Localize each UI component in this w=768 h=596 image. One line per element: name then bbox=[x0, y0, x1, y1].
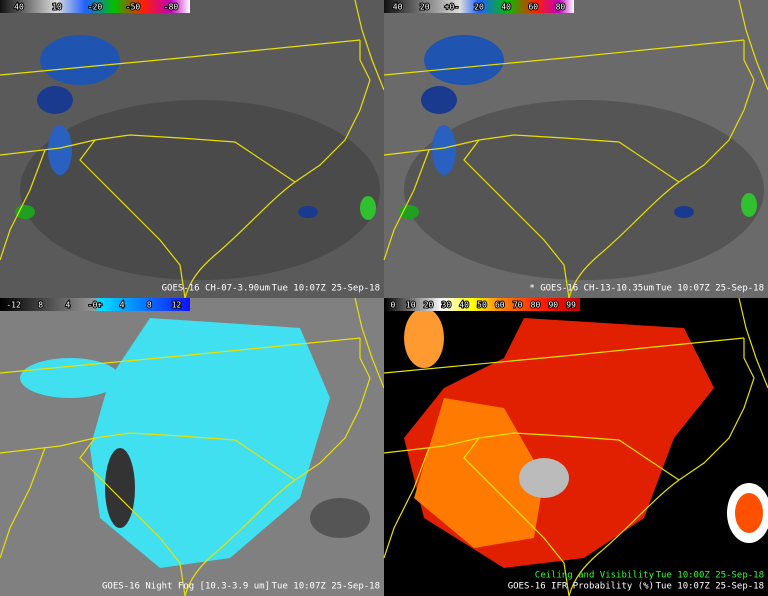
colorbar-label: 40 bbox=[393, 3, 403, 12]
colorbar-label: 20 bbox=[474, 3, 484, 12]
caption-time: Tue 10:07Z 25-Sep-18 bbox=[272, 582, 380, 592]
colorbar bbox=[384, 0, 574, 13]
caption-product: Ceiling and Visibility bbox=[535, 571, 655, 581]
caption-time: Tue 10:07Z 25-Sep-18 bbox=[656, 582, 764, 592]
panel-ch07 bbox=[0, 0, 385, 299]
colorbar-label: 4 bbox=[120, 301, 125, 310]
colorbar-label: +0- bbox=[445, 3, 459, 12]
colorbar-label: -80 bbox=[164, 3, 179, 12]
caption-time: Tue 10:07Z 25-Sep-18 bbox=[272, 284, 380, 294]
colorbar-label: 4 bbox=[65, 301, 70, 310]
panel-ch13 bbox=[383, 0, 768, 299]
colorbar-label: 40 bbox=[459, 301, 469, 310]
colorbar-label: 8 bbox=[147, 301, 152, 310]
colorbar-label: -20 bbox=[88, 3, 103, 12]
colorbar-label: 60 bbox=[495, 301, 505, 310]
colorbar-label: 60 bbox=[528, 3, 538, 12]
caption-time: Tue 10:07Z 25-Sep-18 bbox=[656, 284, 764, 294]
colorbar-label: 8 bbox=[38, 301, 43, 310]
colorbar-label: 40 bbox=[14, 3, 24, 12]
colorbar-label: 70 bbox=[513, 301, 523, 310]
colorbar-label: 0 bbox=[390, 301, 395, 310]
colorbar-label: -0+ bbox=[88, 301, 103, 310]
panel-night-fog bbox=[0, 297, 385, 596]
colorbar-label: -12 bbox=[6, 301, 21, 310]
colorbar-label: -50 bbox=[126, 3, 141, 12]
colorbar-label: 40 bbox=[501, 3, 511, 12]
colorbar-label: 20 bbox=[424, 301, 434, 310]
caption-product: * GOES-16 CH-13-10.35um bbox=[529, 284, 654, 294]
colorbar-label: 12 bbox=[172, 301, 182, 310]
colorbar bbox=[0, 0, 190, 13]
caption-product: GOES-16 IFR Probability (%) bbox=[508, 582, 654, 592]
colorbar-label: 10 bbox=[406, 301, 416, 310]
panel-ifr-probability bbox=[383, 297, 768, 596]
colorbar-label: 80 bbox=[556, 3, 566, 12]
colorbar-label: 50 bbox=[477, 301, 487, 310]
colorbar-label: 20 bbox=[420, 3, 430, 12]
caption-product: GOES-16 Night Fog [10.3-3.9 um] bbox=[102, 582, 270, 592]
colorbar-label: 99 bbox=[566, 301, 576, 310]
colorbar-label: 80 bbox=[531, 301, 541, 310]
caption-time: Tue 10:00Z 25-Sep-18 bbox=[656, 571, 764, 581]
colorbar bbox=[384, 298, 580, 311]
colorbar-label: 90 bbox=[548, 301, 558, 310]
colorbar-label: 10 bbox=[52, 3, 62, 12]
colorbar bbox=[0, 298, 190, 311]
caption-product: GOES-16 CH-07-3.90um bbox=[162, 284, 270, 294]
colorbar-label: 30 bbox=[442, 301, 452, 310]
